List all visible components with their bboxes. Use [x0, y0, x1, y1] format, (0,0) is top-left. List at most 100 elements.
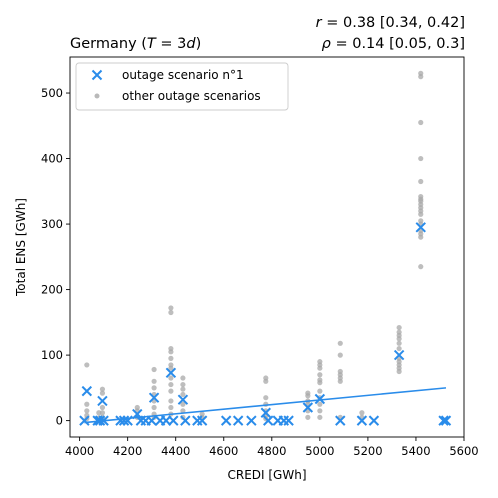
- other-scenario-point-32: [168, 388, 174, 394]
- other-scenario-point-61: [317, 372, 323, 378]
- scenario-1-point-28: [278, 415, 290, 426]
- other-scenario-point-40: [180, 401, 186, 407]
- other-scenario-point-100: [418, 211, 424, 217]
- other-scenario-point-10: [96, 410, 102, 416]
- y-tick-label-3: 300: [41, 217, 63, 231]
- scenario-1-point-33: [356, 415, 368, 426]
- other-scenario-point-74: [337, 378, 343, 384]
- y-tick-label-2: 200: [41, 283, 63, 297]
- other-scenario-point-8: [99, 410, 106, 416]
- other-scenario-point-23: [168, 305, 174, 311]
- other-scenario-point-7: [99, 404, 106, 411]
- y-ticks: 0 100 200 300 400 500: [41, 86, 70, 428]
- x-tick-label-0: 4000: [65, 444, 94, 458]
- x-tick-label-8: 5600: [449, 444, 478, 458]
- legend: outage scenario n°1 other outage scenari…: [75, 62, 289, 111]
- title-T: T: [147, 36, 157, 52]
- other-scenario-point-60: [317, 365, 323, 371]
- scenario-1-point-19: [180, 415, 191, 426]
- other-scenario-point-37: [180, 381, 186, 388]
- other-scenario-point-0: [84, 362, 90, 368]
- chart-title: Germany (T = 3d): [70, 36, 201, 52]
- other-scenario-point-24: [168, 309, 174, 316]
- other-scenario-point-41: [180, 408, 186, 414]
- scenario-1-point-36: [415, 222, 426, 233]
- other-scenario-point-105: [418, 234, 424, 240]
- other-scenario-point-5: [99, 386, 106, 392]
- other-scenario-point-33: [168, 398, 174, 404]
- other-scenario-point-93: [418, 178, 424, 185]
- scenario-1-point-29: [283, 415, 294, 426]
- legend-box: [75, 62, 289, 111]
- x-tick-label-1: 4200: [113, 444, 142, 458]
- scenario-1-point-38: [440, 415, 452, 426]
- x-tick-label-6: 5200: [353, 444, 382, 458]
- other-scenario-point-17: [151, 385, 157, 391]
- stat-rho-value: = 0.14 [0.05, 0.3]: [331, 36, 465, 52]
- other-scenario-point-20: [151, 404, 157, 411]
- x-tick-label-5: 5000: [305, 444, 334, 458]
- other-scenario-point-69: [337, 340, 343, 346]
- other-scenario-point-29: [168, 365, 174, 371]
- scenario-1-point-31: [314, 393, 326, 405]
- scenario-1-point-20: [192, 415, 203, 426]
- legend-label-other: other outage scenarios: [122, 89, 261, 103]
- y-tick-label-1: 100: [41, 348, 63, 362]
- other-scenario-point-34: [168, 404, 174, 411]
- other-scenario-point-68: [317, 414, 323, 420]
- y-axis-label: Total ENS [GWh]: [14, 198, 28, 297]
- other-scenario-point-26: [168, 349, 174, 355]
- y-tick-label-5: 500: [41, 86, 63, 100]
- other-scenario-point-67: [317, 408, 323, 414]
- scenario-1-point-26: [262, 415, 274, 426]
- x-tick-label-4: 4800: [257, 444, 286, 458]
- other-scenarios-points: [84, 70, 424, 422]
- scenario-1-point-30: [302, 402, 314, 413]
- other-scenario-point-15: [151, 366, 157, 373]
- scenario-1-point-25: [260, 407, 272, 418]
- other-scenario-point-66: [317, 401, 323, 407]
- other-scenario-point-53: [305, 393, 311, 399]
- scenario-1-point-13: [148, 392, 160, 403]
- stat-r-symbol: r: [316, 15, 323, 31]
- other-scenario-point-2: [84, 408, 90, 414]
- scenario-1-point-0: [79, 415, 90, 426]
- other-scenario-point-83: [396, 345, 402, 352]
- scenario-1-point-3: [94, 415, 106, 426]
- other-scenario-point-39: [180, 391, 186, 398]
- legend-label-scenario-1: outage scenario n°1: [122, 68, 244, 82]
- scenario-1-points: [79, 222, 452, 426]
- scenario-1-point-21: [196, 415, 208, 426]
- other-scenario-point-47: [263, 395, 269, 401]
- scenario-1-point-12: [146, 415, 157, 426]
- title-eq: = 3: [156, 36, 187, 52]
- scenario-1-point-7: [118, 415, 130, 426]
- scenario-1-point-32: [335, 415, 346, 426]
- scenario-1-point-16: [165, 367, 177, 379]
- x-tick-label-3: 4600: [209, 444, 238, 458]
- y-tick-label-4: 400: [41, 152, 63, 166]
- x-axis-label: CREDI [GWh]: [227, 468, 306, 482]
- title-d: d: [186, 36, 196, 52]
- scenario-1-point-8: [122, 415, 133, 426]
- other-scenario-point-70: [337, 352, 343, 358]
- stat-rho-symbol: ρ: [322, 36, 332, 52]
- scenario-1-point-17: [168, 415, 179, 426]
- x-tick-label-7: 5400: [401, 444, 430, 458]
- stat-r-value: = 0.38 [0.34, 0.42]: [322, 15, 465, 31]
- stat-rho: ρ = 0.14 [0.05, 0.3]: [322, 36, 465, 52]
- scenario-1-point-18: [177, 394, 189, 405]
- title-country: Germany (: [70, 36, 147, 52]
- other-scenario-point-38: [180, 386, 186, 392]
- other-scenario-point-30: [168, 375, 174, 381]
- legend-marker-scenario-1: [91, 69, 103, 81]
- legend-marker-other: [94, 93, 100, 99]
- other-scenario-point-78: [396, 324, 402, 331]
- other-scenario-point-6: [99, 390, 106, 396]
- other-scenario-point-16: [151, 378, 157, 384]
- scenario-1-point-23: [232, 415, 244, 426]
- other-scenario-point-57: [305, 414, 311, 420]
- scenario-1-point-5: [98, 415, 109, 426]
- title-close: ): [196, 36, 202, 52]
